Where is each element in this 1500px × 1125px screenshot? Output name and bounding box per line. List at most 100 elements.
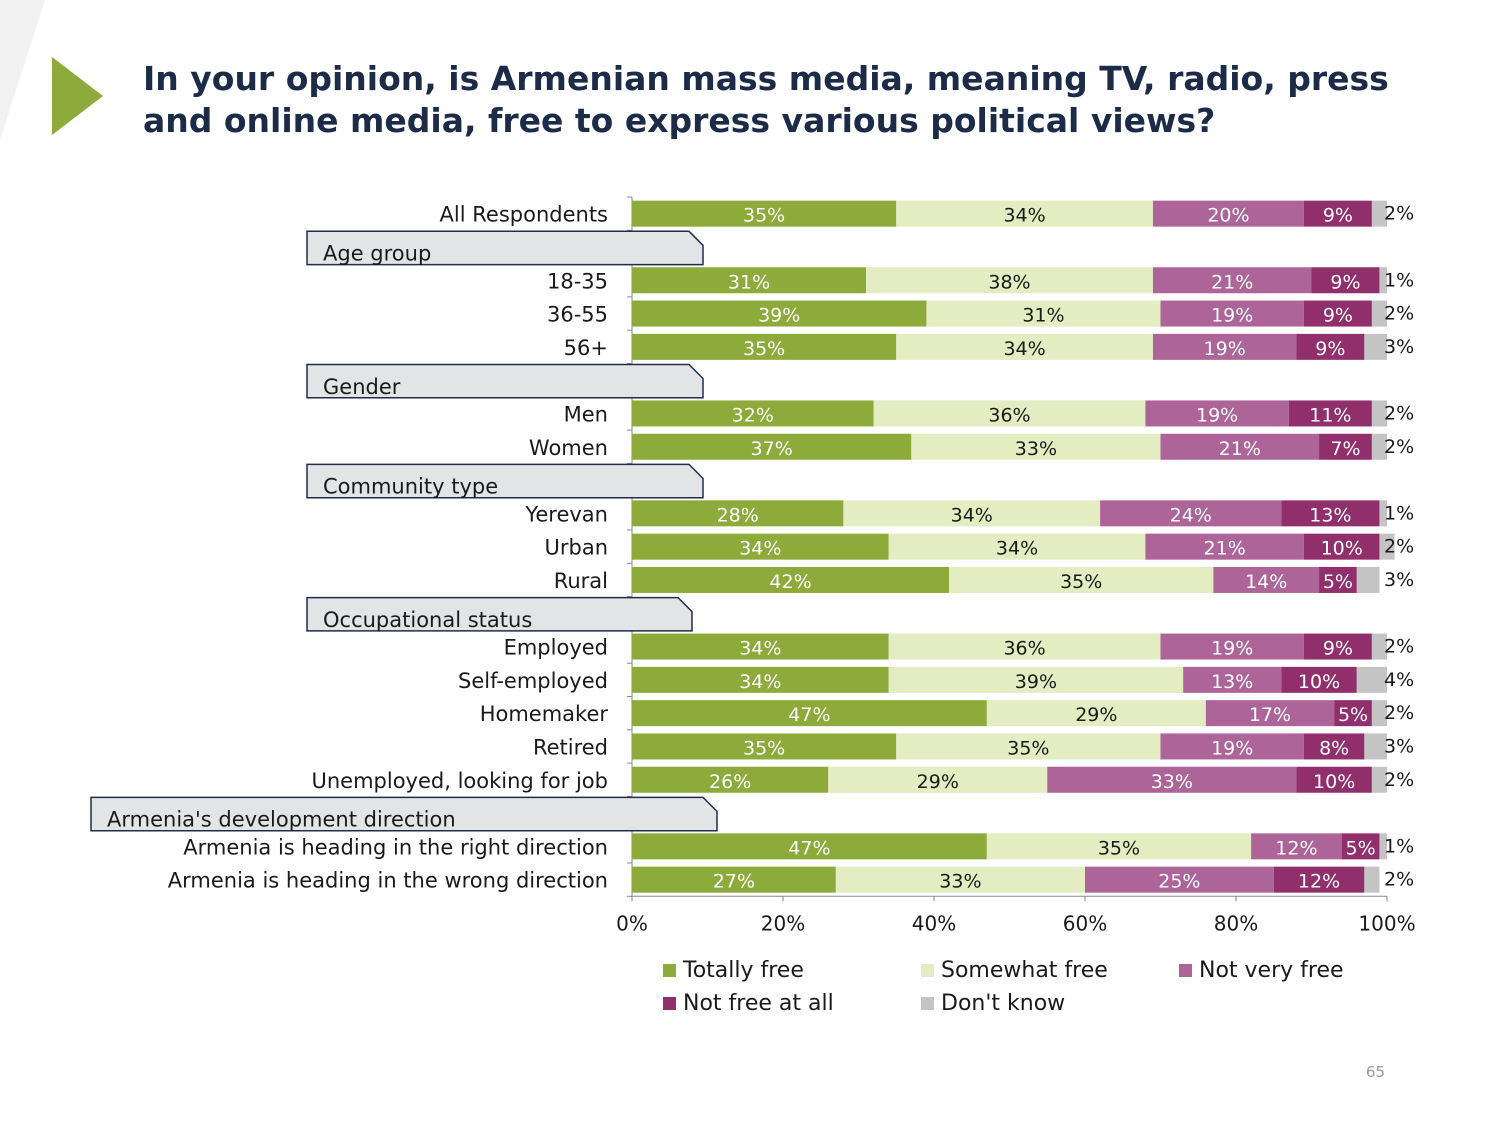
data-label: 42%	[769, 571, 811, 593]
bar-segment	[1319, 433, 1372, 460]
bar-segment	[1145, 533, 1304, 560]
data-label: 9%	[1323, 638, 1353, 660]
bar-segment	[1152, 200, 1304, 227]
bar-segment	[911, 433, 1161, 460]
data-label: 13%	[1309, 504, 1351, 526]
bar-segment	[1296, 333, 1365, 360]
legend-swatch	[663, 997, 676, 1010]
x-tick-label: 40%	[912, 911, 956, 935]
bar-segment	[632, 333, 897, 360]
data-label: 9%	[1330, 271, 1360, 293]
data-label: 35%	[743, 338, 785, 360]
bar-segment	[1341, 833, 1380, 860]
bar-segment	[1334, 700, 1372, 727]
data-label: 1%	[1384, 269, 1414, 291]
bar-segment	[1371, 200, 1387, 227]
bar-segment	[1296, 766, 1372, 793]
data-label: 21%	[1204, 538, 1246, 560]
bar-segment	[843, 500, 1101, 527]
bar-segment	[1311, 267, 1380, 294]
data-label: 3%	[1384, 569, 1414, 591]
page-title: In your opinion, is Armenian mass media,…	[143, 59, 1389, 140]
data-label: 4%	[1384, 669, 1414, 691]
data-label: 47%	[788, 837, 830, 859]
data-label: 39%	[758, 305, 800, 327]
category-label: Employed	[504, 636, 608, 660]
data-label: 19%	[1211, 638, 1253, 660]
category-label: Yerevan	[524, 502, 608, 526]
data-label: 37%	[751, 438, 793, 460]
bar-segment	[632, 300, 927, 327]
bar-segment	[1213, 566, 1320, 593]
data-label: 12%	[1275, 837, 1317, 859]
bar-segment	[1379, 267, 1387, 294]
data-label: 11%	[1309, 404, 1351, 426]
category-label: 36-55	[547, 303, 608, 327]
data-label: 35%	[1060, 571, 1102, 593]
data-label: 34%	[739, 538, 781, 560]
bar-segment	[1364, 733, 1387, 760]
category-label: Urban	[544, 536, 608, 560]
category-label: 18-35	[547, 269, 608, 293]
data-label: 35%	[1007, 737, 1049, 759]
legend-swatch	[663, 964, 676, 977]
data-label: 34%	[1003, 205, 1045, 227]
bar-segment	[873, 400, 1146, 427]
data-label: 31%	[728, 271, 770, 293]
bar-segment	[1303, 200, 1372, 227]
data-label: 29%	[1075, 704, 1117, 726]
category-label: Women	[529, 436, 608, 460]
group-header-label: Age group	[323, 242, 431, 266]
bar-segment	[1356, 566, 1380, 593]
data-label: 32%	[732, 404, 774, 426]
x-tick-label: 20%	[761, 911, 805, 935]
legend-swatch	[921, 964, 934, 977]
bar-segment	[888, 666, 1184, 693]
bar-segment	[1160, 300, 1304, 327]
bar-segment	[986, 833, 1252, 860]
x-tick-label: 80%	[1214, 911, 1258, 935]
bar-segment	[949, 566, 1214, 593]
bar-segment	[632, 766, 829, 793]
data-label: 17%	[1249, 704, 1291, 726]
bar-segment	[1183, 666, 1282, 693]
corner-decoration	[0, 0, 103, 140]
data-label: 10%	[1298, 671, 1340, 693]
bar-segment	[632, 267, 867, 294]
legend-label: Somewhat free	[941, 958, 1108, 983]
accent-triangle-icon	[52, 57, 103, 135]
data-label: 2%	[1384, 636, 1414, 658]
legend-label: Not very free	[1199, 958, 1344, 983]
data-label: 47%	[788, 704, 830, 726]
data-label: 26%	[709, 771, 751, 793]
bar-segment	[1371, 700, 1387, 727]
data-label: 2%	[1384, 303, 1414, 325]
bar-segment	[632, 733, 897, 760]
data-label: 19%	[1211, 737, 1253, 759]
data-label: 21%	[1219, 438, 1261, 460]
x-tick-label: 60%	[1063, 911, 1107, 935]
data-label: 9%	[1315, 338, 1345, 360]
bar-segment	[1303, 533, 1380, 560]
data-label: 34%	[739, 638, 781, 660]
data-label: 7%	[1330, 438, 1360, 460]
data-label: 35%	[743, 737, 785, 759]
data-label: 5%	[1338, 704, 1368, 726]
legend-item: Totally free	[663, 958, 804, 983]
legend-swatch	[921, 997, 934, 1010]
bar-segment	[1085, 866, 1274, 893]
bar-segment	[835, 866, 1085, 893]
data-label: 2%	[1384, 769, 1414, 791]
bar-segment	[888, 533, 1146, 560]
legend-label: Not free at all	[683, 991, 834, 1016]
bar-segment	[632, 500, 844, 527]
category-label: Unemployed, looking for job	[311, 769, 608, 793]
x-tick-label: 0%	[616, 911, 648, 935]
data-label: 14%	[1245, 571, 1287, 593]
data-label: 1%	[1384, 835, 1414, 857]
category-label: Self-employed	[458, 669, 608, 693]
bar-segment	[1371, 633, 1387, 660]
data-label: 3%	[1384, 735, 1414, 757]
bar-segment	[1160, 733, 1304, 760]
data-label: 34%	[996, 538, 1038, 560]
